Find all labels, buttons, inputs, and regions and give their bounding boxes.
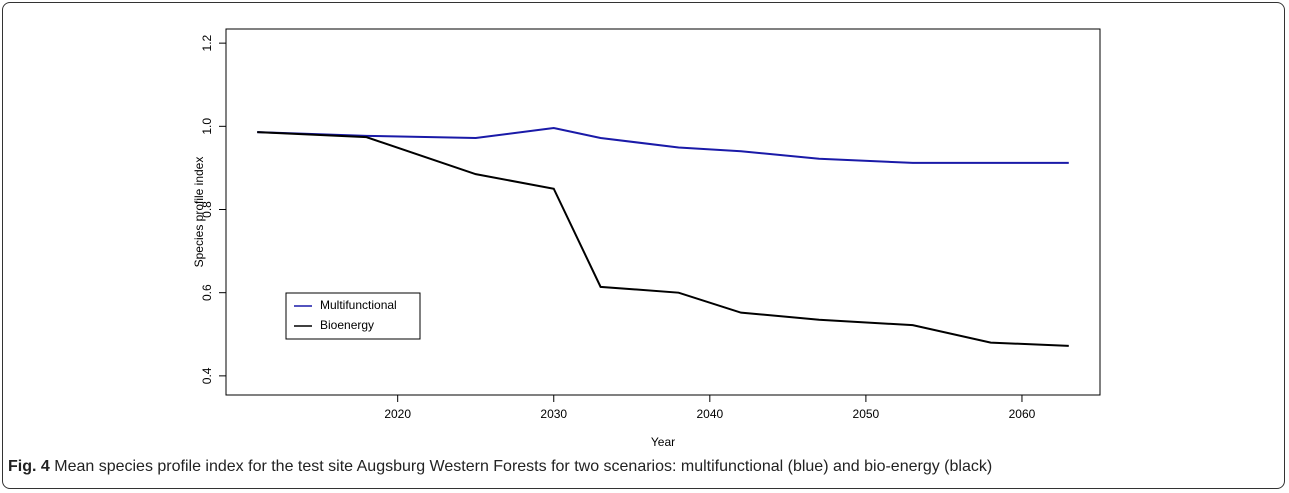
x-tick-label: 2020 bbox=[384, 407, 411, 421]
x-tick-label: 2040 bbox=[696, 407, 723, 421]
caption-label: Fig. 4 bbox=[8, 458, 50, 475]
series-line bbox=[257, 126, 1069, 164]
y-tick-label: 1.2 bbox=[200, 34, 214, 51]
x-axis-label: Year bbox=[651, 435, 675, 449]
caption: Fig. 4 Mean species profile index for th… bbox=[8, 458, 992, 476]
y-axis-label: Species profile index bbox=[192, 157, 206, 268]
y-tick-label: 0.6 bbox=[200, 284, 214, 301]
plot-frame bbox=[225, 28, 1101, 396]
y-tick-label: 0.8 bbox=[200, 201, 214, 218]
legend-label: Multifunctional bbox=[320, 298, 397, 312]
series-line bbox=[257, 131, 1069, 347]
legend-box bbox=[285, 292, 421, 340]
x-tick-label: 2060 bbox=[1009, 407, 1036, 421]
x-tick-label: 2030 bbox=[540, 407, 567, 421]
chart: Year Species profile index 2020 2030 2040 2… bbox=[192, 28, 1101, 449]
y-tick-label: 1.0 bbox=[200, 118, 214, 135]
x-tick-label: 2050 bbox=[853, 407, 880, 421]
caption-text: Mean species profile index for the test … bbox=[54, 458, 993, 475]
legend-label: Bioenergy bbox=[320, 318, 374, 332]
y-tick-label: 0.4 bbox=[200, 367, 214, 384]
